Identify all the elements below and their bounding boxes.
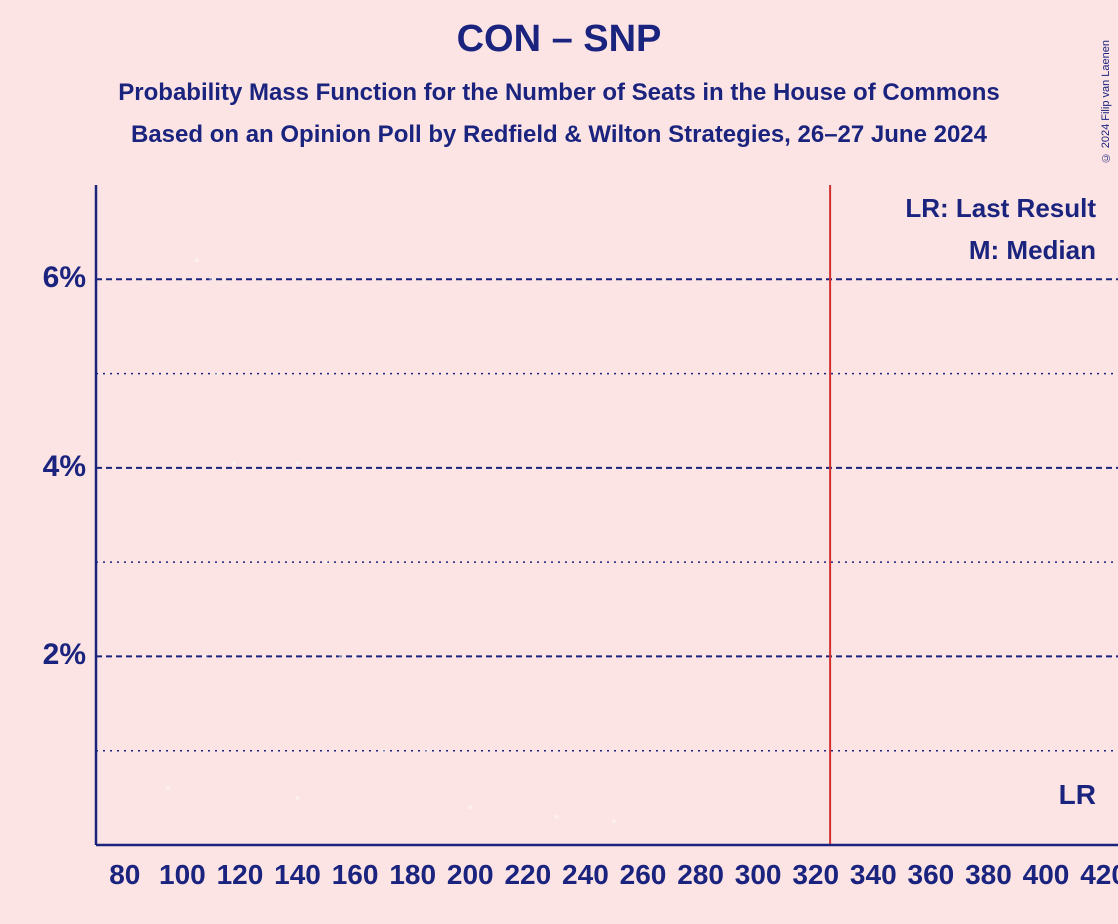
x-tick-label: 220: [498, 859, 558, 891]
x-tick-label: 140: [268, 859, 328, 891]
x-tick-label: 180: [383, 859, 443, 891]
x-tick-label: 260: [613, 859, 673, 891]
x-tick-label: 200: [440, 859, 500, 891]
legend-last-result: LR: Last Result: [905, 193, 1096, 224]
x-tick-label: 160: [325, 859, 385, 891]
x-tick-label: 120: [210, 859, 270, 891]
x-tick-label: 280: [671, 859, 731, 891]
x-tick-label: 80: [95, 859, 155, 891]
x-tick-label: 300: [728, 859, 788, 891]
x-tick-label: 340: [843, 859, 903, 891]
chart-plot: [0, 0, 1118, 924]
y-tick-label: 6%: [6, 261, 86, 295]
x-tick-label: 420: [1074, 859, 1118, 891]
x-tick-label: 360: [901, 859, 961, 891]
x-tick-label: 400: [1016, 859, 1076, 891]
legend-median: M: Median: [969, 235, 1096, 266]
x-tick-label: 380: [958, 859, 1018, 891]
x-tick-label: 240: [555, 859, 615, 891]
x-tick-label: 320: [786, 859, 846, 891]
y-tick-label: 4%: [6, 450, 86, 484]
x-tick-label: 100: [152, 859, 212, 891]
last-result-marker-label: LR: [1059, 779, 1096, 811]
y-tick-label: 2%: [6, 638, 86, 672]
